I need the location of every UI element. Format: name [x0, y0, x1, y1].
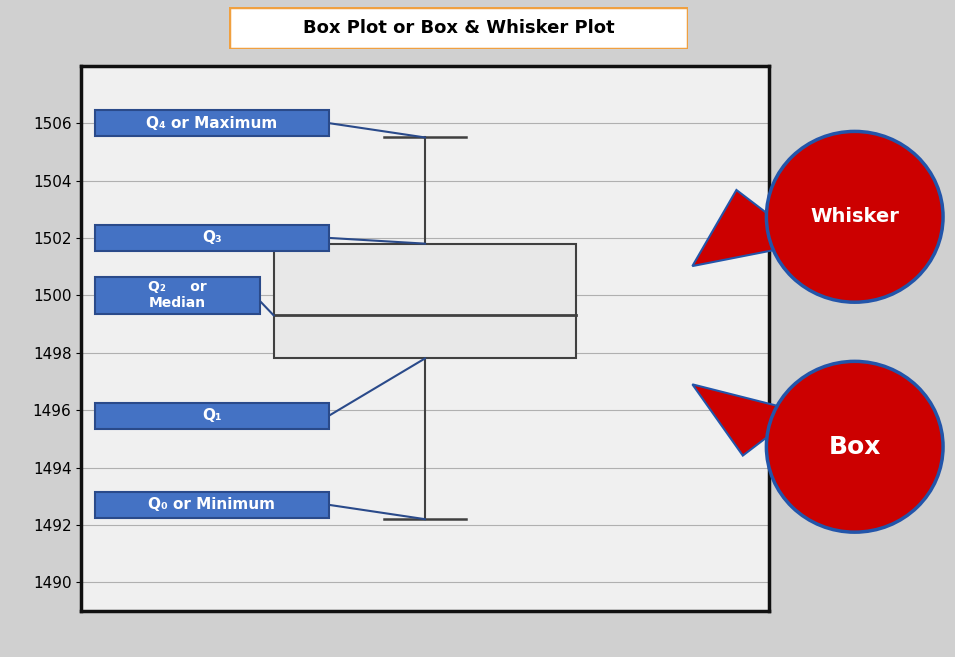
Text: Whisker: Whisker — [810, 208, 900, 226]
Polygon shape — [692, 384, 800, 455]
Bar — [95, 492, 329, 518]
Polygon shape — [692, 190, 807, 266]
Text: Box Plot or Box & Whisker Plot: Box Plot or Box & Whisker Plot — [303, 19, 614, 37]
Bar — [95, 110, 329, 136]
Text: Q₄ or Maximum: Q₄ or Maximum — [146, 116, 278, 131]
Ellipse shape — [767, 361, 944, 532]
Ellipse shape — [767, 131, 944, 302]
FancyBboxPatch shape — [229, 7, 688, 49]
Text: Box: Box — [829, 435, 881, 459]
Bar — [95, 403, 329, 429]
Text: Q₁: Q₁ — [202, 409, 222, 423]
Bar — [95, 225, 329, 251]
Text: Q₃: Q₃ — [202, 231, 222, 246]
Bar — [274, 244, 576, 359]
Text: Q₂     or
Median: Q₂ or Median — [148, 280, 207, 310]
Bar — [95, 277, 260, 314]
Text: Q₀ or Minimum: Q₀ or Minimum — [148, 497, 275, 512]
